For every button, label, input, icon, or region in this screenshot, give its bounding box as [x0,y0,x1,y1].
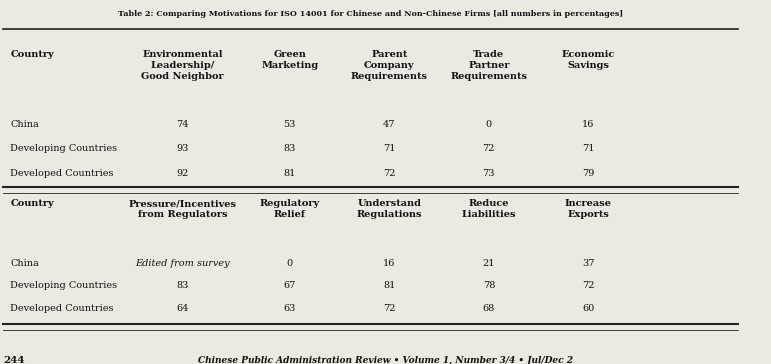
Text: China: China [11,120,39,129]
Text: 67: 67 [284,281,296,290]
Text: Pressure/Incentives
from Regulators: Pressure/Incentives from Regulators [129,199,237,219]
Text: Increase
Exports: Increase Exports [565,199,612,219]
Text: 81: 81 [383,281,396,290]
Text: Green
Marketing: Green Marketing [261,50,318,70]
Text: 21: 21 [483,259,495,268]
Text: 63: 63 [284,304,296,313]
Text: 16: 16 [383,259,396,268]
Text: 16: 16 [582,120,594,129]
Text: China: China [11,259,39,268]
Text: 244: 244 [3,356,24,364]
Text: Table 2: Comparing Motivations for ISO 14001 for Chinese and Non-Chinese Firms [: Table 2: Comparing Motivations for ISO 1… [118,11,623,19]
Text: 78: 78 [483,281,495,290]
Text: Economic
Savings: Economic Savings [562,50,615,70]
Text: Developing Countries: Developing Countries [11,281,117,290]
Text: Developing Countries: Developing Countries [11,145,117,153]
Text: Edited from survey: Edited from survey [136,259,230,268]
Text: Regulatory
Relief: Regulatory Relief [260,199,320,219]
Text: Country: Country [11,199,54,208]
Text: 37: 37 [582,259,594,268]
Text: 53: 53 [284,120,296,129]
Text: Reduce
Liabilities: Reduce Liabilities [462,199,516,219]
Text: Environmental
Leadership/
Good Neighbor: Environmental Leadership/ Good Neighbor [141,50,224,81]
Text: 81: 81 [284,169,296,178]
Text: 92: 92 [177,169,189,178]
Text: Developed Countries: Developed Countries [11,169,114,178]
Text: Chinese Public Administration Review • Volume 1, Number 3/4 • Jul/Dec 2: Chinese Public Administration Review • V… [198,356,573,364]
Text: 64: 64 [177,304,189,313]
Text: 47: 47 [383,120,396,129]
Text: 71: 71 [582,145,594,153]
Text: Developed Countries: Developed Countries [11,304,114,313]
Text: 0: 0 [486,120,492,129]
Text: 71: 71 [383,145,396,153]
Text: Parent
Company
Requirements: Parent Company Requirements [351,50,428,81]
Text: 73: 73 [483,169,495,178]
Text: 83: 83 [284,145,296,153]
Text: Country: Country [11,50,54,59]
Text: 72: 72 [483,145,495,153]
Text: 0: 0 [287,259,293,268]
Text: 72: 72 [383,304,396,313]
Text: Understand
Regulations: Understand Regulations [356,199,422,219]
Text: 72: 72 [582,281,594,290]
Text: 79: 79 [582,169,594,178]
Text: 68: 68 [483,304,495,313]
Text: 72: 72 [383,169,396,178]
Text: 93: 93 [177,145,189,153]
Text: 74: 74 [177,120,189,129]
Text: 60: 60 [582,304,594,313]
Text: Trade
Partner
Requirements: Trade Partner Requirements [450,50,527,81]
Text: 83: 83 [177,281,189,290]
